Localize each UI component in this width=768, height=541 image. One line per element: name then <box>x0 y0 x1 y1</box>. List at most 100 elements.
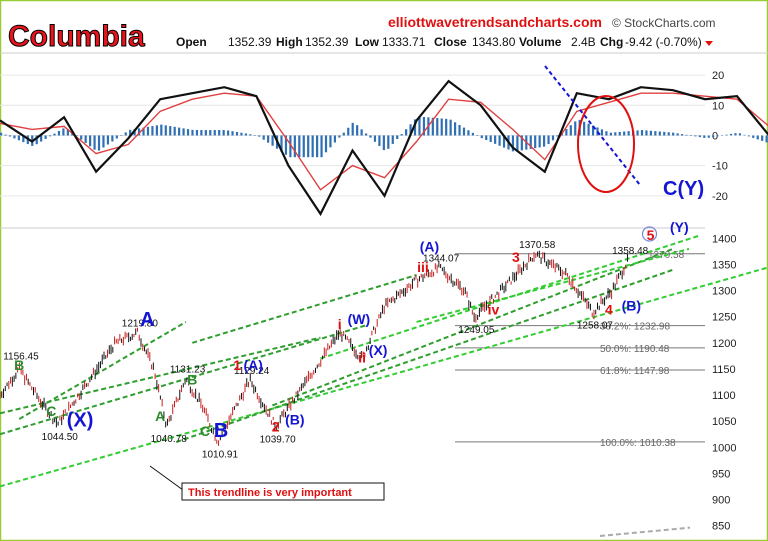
histogram-bar <box>293 135 296 158</box>
fib-level-label: 61.8%: 1147.98 <box>600 366 670 377</box>
histogram-bar <box>556 135 559 137</box>
wave-label: (Y) <box>670 219 689 235</box>
histogram-bar <box>756 135 759 140</box>
histogram-bar <box>129 129 132 136</box>
low-value: 1333.71 <box>382 35 426 49</box>
high-label: High <box>276 35 303 49</box>
dashed-downtrend-line <box>544 65 641 186</box>
wave-label: 1 <box>233 357 241 373</box>
fib-level-label: 38.2%: 1232.98 <box>600 322 670 333</box>
histogram-bar <box>712 135 715 137</box>
chg-label: Chg <box>600 35 623 49</box>
wave-label: B <box>187 372 197 388</box>
price-tick-label: 1000 <box>712 442 736 454</box>
histogram-bar <box>329 135 332 148</box>
price-tick-label: 850 <box>712 521 730 533</box>
histogram-bar <box>360 129 363 136</box>
histogram-bar <box>618 131 621 136</box>
histogram-bar <box>169 126 172 136</box>
histogram-bar <box>596 127 599 136</box>
histogram-bar <box>498 135 501 146</box>
down-arrow-icon <box>705 41 713 46</box>
histogram-bar <box>57 131 61 136</box>
histogram-bar <box>520 135 523 151</box>
channel-left-2 <box>0 323 369 436</box>
wave-label: (A) <box>420 238 439 254</box>
open-label: Open <box>176 35 207 49</box>
price-value-label: 1344.07 <box>423 254 460 265</box>
histogram-bar <box>387 135 390 149</box>
histogram-bar <box>249 134 252 136</box>
price-value-label: 1044.50 <box>42 432 79 443</box>
histogram-bar <box>4 134 7 136</box>
wave-label: (A) <box>243 357 262 373</box>
histogram-bar <box>569 125 572 136</box>
indicator-tick-label: 0 <box>712 130 718 142</box>
histogram-bar <box>534 135 537 149</box>
price-value-label: 1370.58 <box>519 240 556 251</box>
price-value-label: 1010.91 <box>202 450 239 461</box>
price-value-label: 1219.80 <box>122 319 159 330</box>
wave-label: B <box>14 357 24 373</box>
wave-5-ring <box>641 226 658 242</box>
wave-label: C <box>200 423 210 439</box>
histogram-bar <box>636 130 639 136</box>
histogram-bar <box>485 135 488 141</box>
histogram-bar <box>17 135 21 141</box>
histogram-bar <box>115 135 118 139</box>
price-tick-label: 1300 <box>712 286 736 298</box>
price-tick-label: 1050 <box>712 416 736 428</box>
site-label: elliottwavetrendsandcharts.com <box>388 14 602 30</box>
histogram-bar <box>356 125 359 136</box>
histogram-bar <box>97 135 101 151</box>
histogram-bar <box>155 125 158 136</box>
high-value: 1352.39 <box>305 35 349 49</box>
low-label: Low <box>355 35 380 49</box>
price-tick-label: 1250 <box>712 312 736 324</box>
histogram-bar <box>689 135 693 136</box>
histogram-bar <box>231 131 234 136</box>
histogram-bar <box>672 132 675 136</box>
price-value-label: 1039.70 <box>260 435 297 446</box>
histogram-bar <box>743 134 746 136</box>
histogram-bar <box>191 129 194 136</box>
histogram-bar <box>471 132 474 136</box>
histogram-bar <box>658 131 661 136</box>
price-tick-label: 1200 <box>712 338 736 350</box>
histogram-bar <box>44 135 47 139</box>
histogram-bar <box>160 124 163 136</box>
histogram-bar <box>529 135 532 149</box>
histogram-bar <box>467 130 470 136</box>
histogram-bar <box>400 134 403 136</box>
histogram-bar <box>458 124 461 136</box>
histogram-bar <box>226 130 230 136</box>
histogram-bar <box>244 133 247 136</box>
histogram-bar <box>48 135 52 137</box>
histogram-bar <box>258 135 261 137</box>
channel-inner <box>416 247 690 323</box>
histogram-bar <box>587 123 590 136</box>
histogram-bar <box>298 135 301 158</box>
fib-level-label: 50.0%: 1190.48 <box>600 344 670 355</box>
histogram-bar <box>324 135 328 153</box>
histogram-bar <box>600 129 604 136</box>
price-value-label: 1156.45 <box>3 352 39 363</box>
histogram-bar <box>511 135 515 152</box>
histogram-bar <box>124 132 127 136</box>
wave-label: 4 <box>605 302 613 318</box>
histogram-bar <box>614 132 617 136</box>
histogram-bar <box>307 135 310 158</box>
histogram-bar <box>663 131 666 136</box>
histogram-bar <box>574 121 577 136</box>
histogram-bar <box>649 130 653 136</box>
price-tick-label: 1100 <box>712 390 736 402</box>
histogram-bar <box>738 133 742 136</box>
indicator-tick-label: 10 <box>712 100 724 112</box>
histogram-bar <box>186 129 190 136</box>
price-value-label: 1131.23 <box>170 365 206 376</box>
histogram-bar <box>218 130 221 136</box>
histogram-bar <box>204 130 207 136</box>
wave-label: (B) <box>285 411 304 427</box>
